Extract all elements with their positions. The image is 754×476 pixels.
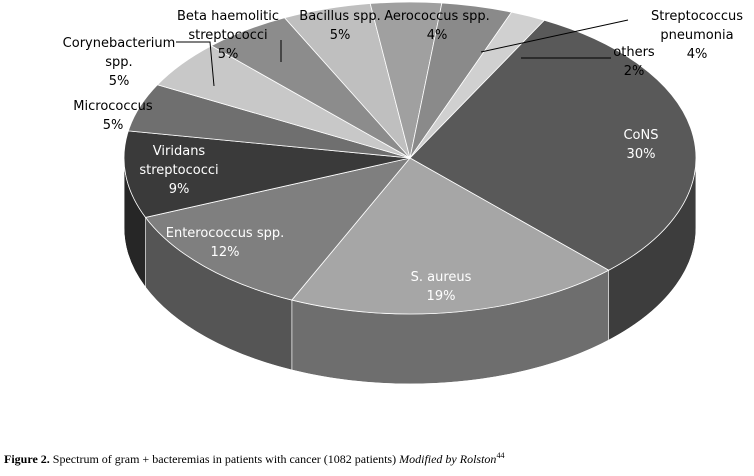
slice-label-streptococcus-pneumonia: Streptococcus pneumonia 4% (651, 9, 743, 62)
pie-slice-cons (409, 19, 697, 271)
leader-line-streptococcus-pneumonia (480, 19, 629, 53)
slice-label-corynebacterium-spp: Corynebacterium spp. 5% (63, 36, 176, 89)
caption-figure-label: Figure 2. (4, 452, 50, 466)
caption-italic: Modified by Rolston (399, 452, 497, 466)
slice-labels: CoNS 30% S. aureus 19% Enterococcus spp. 12% V… (63, 9, 744, 304)
pie-chart: CoNS 30% S. aureus 19% Enterococcus spp. 12% V… (63, 1, 744, 385)
slice-label-viridans-streptococci: Viridans streptococci 9% (139, 144, 218, 197)
figure-caption: Figure 2. Spectrum of gram + bacteremias… (4, 452, 754, 467)
pie-sides (123, 157, 697, 385)
caption-superscript: 44 (496, 451, 505, 460)
pie-slice-others (409, 11, 546, 159)
pie-slice-s-aureus (291, 157, 610, 315)
leader-lines (176, 19, 629, 87)
slice-label-s-aureus: S. aureus 19% (411, 270, 472, 304)
pie-slice-viridans-streptococci (123, 130, 411, 218)
slice-label-bacillus-spp: Bacillus spp. 5% (299, 9, 380, 43)
slice-label-micrococcus: Micrococcus 5% (73, 99, 153, 133)
pie-tops (123, 1, 697, 315)
slice-label-others: others 2% (613, 45, 655, 79)
slice-label-enterococcus-spp: Enterococcus spp. 12% (166, 226, 285, 260)
pie-rim-outline (123, 158, 697, 385)
slice-label-beta-haemolitic-streptococci: Beta haemolitic streptococci 5% (177, 9, 279, 62)
slice-label-aerococcus-spp: Aerococcus spp. 4% (384, 9, 490, 43)
pie-slice-enterococcus-spp (144, 157, 412, 301)
caption-text: Spectrum of gram + bacteremias in patien… (49, 452, 400, 466)
leader-line-corynebacterium-spp (176, 41, 215, 87)
slice-label-cons: CoNS 30% (623, 128, 658, 162)
